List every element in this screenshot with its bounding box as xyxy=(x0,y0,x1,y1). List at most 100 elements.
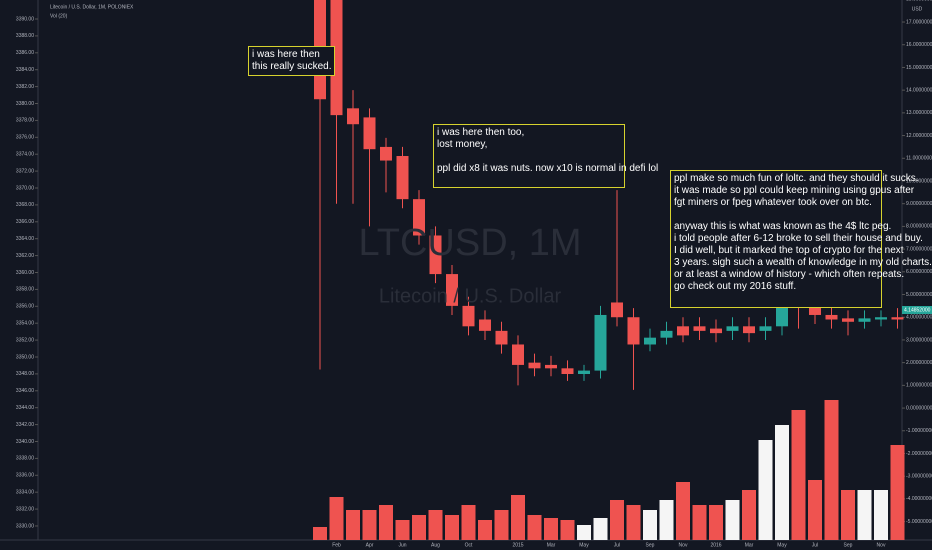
y2-tick-label: 3368.00 xyxy=(16,202,34,208)
y-tick-label: -1.00000000 xyxy=(906,428,932,434)
candle-body xyxy=(759,326,772,331)
y-tick-label: 9.00000000 xyxy=(906,201,932,207)
x-tick-label: May xyxy=(777,542,787,548)
y2-tick-label: 3348.00 xyxy=(16,371,34,377)
volume-bar xyxy=(676,482,690,540)
x-tick-label: Nov xyxy=(877,542,886,548)
y2-tick-label: 3330.00 xyxy=(16,523,34,529)
volume-bar xyxy=(346,510,360,540)
volume-bar xyxy=(313,527,327,540)
volume-bar xyxy=(874,490,888,540)
last-price-label: 4.14852000 xyxy=(904,307,931,313)
candle-body xyxy=(347,108,359,125)
y-tick-label: 10.00000000 xyxy=(906,178,932,184)
y2-tick-label: 3362.00 xyxy=(16,253,34,259)
candle-body xyxy=(660,330,673,338)
y-tick-label: 11.00000000 xyxy=(906,156,932,162)
y-tick-label: -5.00000000 xyxy=(906,519,932,525)
volume-bar xyxy=(329,497,344,540)
y-tick-label: 12.00000000 xyxy=(906,133,932,139)
volume-bar xyxy=(725,500,740,540)
y-tick-label: 8.00000000 xyxy=(906,224,932,230)
candle-body xyxy=(413,199,425,236)
watermark-subtitle: Litecoin / U.S. Dollar xyxy=(379,285,562,307)
y2-tick-label: 3364.00 xyxy=(16,236,34,242)
volume-bar xyxy=(890,445,905,540)
x-tick-label: Jun xyxy=(398,542,406,548)
x-tick-label: Feb xyxy=(332,542,341,548)
volume-bar xyxy=(445,515,459,540)
candle-body xyxy=(677,326,689,336)
y-tick-label: 0.00000000 xyxy=(906,405,932,411)
volume-bar xyxy=(428,510,443,540)
indicator-label: Vol (20) xyxy=(50,13,68,19)
candle-body xyxy=(429,235,442,275)
x-tick-label: Jul xyxy=(614,542,620,548)
y-tick-label: 13.00000000 xyxy=(906,110,932,116)
y2-tick-label: 3336.00 xyxy=(16,473,34,479)
candle-body xyxy=(330,0,343,116)
volume-bar xyxy=(395,520,410,540)
y-tick-label: 1.00000000 xyxy=(906,383,932,389)
y2-tick-label: 3342.00 xyxy=(16,422,34,428)
y2-tick-label: 3358.00 xyxy=(16,287,34,293)
volume-bar xyxy=(775,425,789,540)
volume-bar xyxy=(709,505,723,540)
y2-tick-label: 3386.00 xyxy=(16,50,34,56)
volume-bar xyxy=(841,490,855,540)
volume-bar xyxy=(379,505,393,540)
y2-tick-label: 3338.00 xyxy=(16,456,34,462)
candle-body xyxy=(875,317,887,320)
candle-body xyxy=(743,326,755,334)
volume-bar xyxy=(626,505,641,540)
candle-body xyxy=(809,305,821,315)
x-tick-label: Oct xyxy=(465,542,473,548)
x-tick-label: Apr xyxy=(366,542,374,548)
volume-bar xyxy=(758,440,773,540)
y-tick-label: 17.00000000 xyxy=(906,19,932,25)
candle-body xyxy=(858,318,871,322)
candle-body xyxy=(825,314,838,320)
y2-tick-label: 3378.00 xyxy=(16,118,34,124)
x-tick-label: Sep xyxy=(646,542,655,548)
volume-bar xyxy=(824,400,839,540)
y2-tick-label: 3360.00 xyxy=(16,270,34,276)
y2-tick-label: 3380.00 xyxy=(16,101,34,107)
y2-tick-label: 3354.00 xyxy=(16,321,34,327)
volume-bar xyxy=(544,518,558,540)
candle-body xyxy=(627,317,640,345)
y-tick-label: -3.00000000 xyxy=(906,474,932,480)
volume-bar xyxy=(478,520,492,540)
watermark: LTCUSD, 1M xyxy=(358,222,581,264)
candle-body xyxy=(891,317,904,320)
y-tick-label: 4.00000000 xyxy=(906,315,932,321)
candle-body xyxy=(726,326,739,331)
y2-tick-label: 3372.00 xyxy=(16,168,34,174)
candle-body xyxy=(512,344,524,365)
candle-body xyxy=(380,146,392,161)
y2-tick-label: 3388.00 xyxy=(16,33,34,39)
candle-body xyxy=(594,314,607,371)
candle-body xyxy=(842,318,854,322)
x-tick-label: Aug xyxy=(431,542,440,548)
volume-bar xyxy=(362,510,377,540)
candle-body xyxy=(578,370,590,375)
candle-body xyxy=(611,302,623,318)
candle-body xyxy=(479,319,491,331)
y-tick-label: 2.00000000 xyxy=(906,360,932,366)
volume-bar xyxy=(560,520,575,540)
y-tick-label: 14.00000000 xyxy=(906,87,932,93)
candle-body xyxy=(644,337,656,345)
currency: USD xyxy=(912,6,923,12)
price-tag xyxy=(902,306,932,314)
y2-tick-label: 3384.00 xyxy=(16,67,34,73)
chart-title: Litecoin / U.S. Dollar, 1M, POLONIEX xyxy=(50,4,134,10)
x-tick-label: Mar xyxy=(745,542,754,548)
volume-bar xyxy=(791,410,806,540)
y2-tick-label: 3374.00 xyxy=(16,152,34,158)
candle-body xyxy=(495,330,508,345)
y2-tick-label: 3376.00 xyxy=(16,135,34,141)
y2-tick-label: 3370.00 xyxy=(16,185,34,191)
volume-bar xyxy=(461,505,476,540)
